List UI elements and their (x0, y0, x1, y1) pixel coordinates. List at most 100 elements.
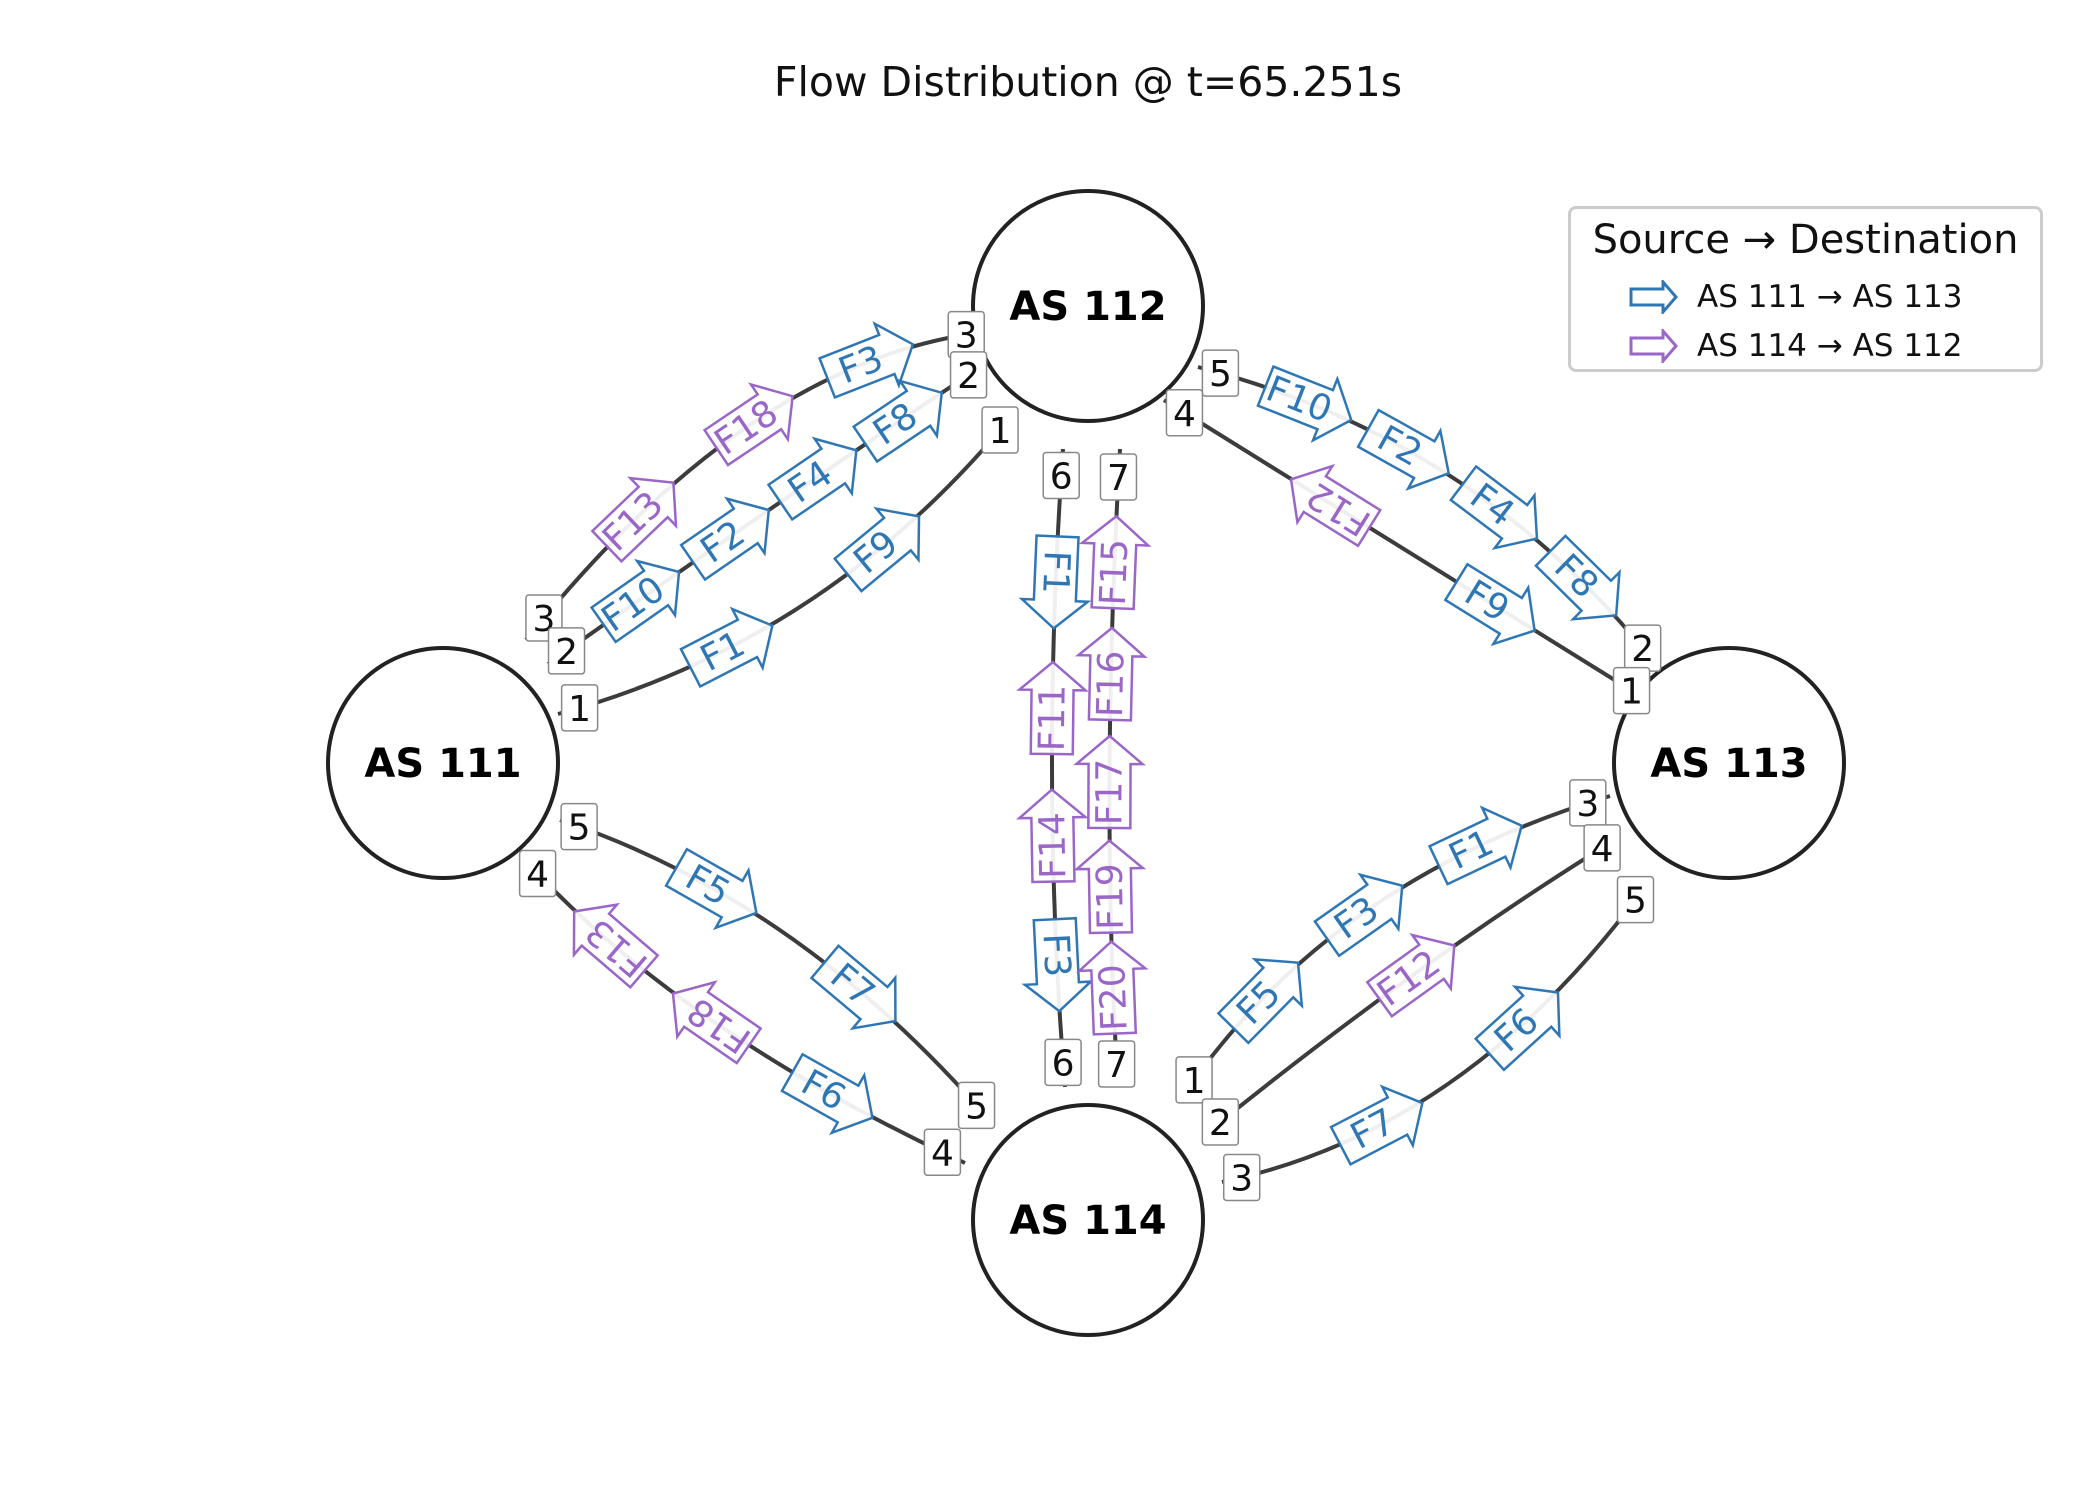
flow-arrow: F9 (1443, 562, 1536, 647)
legend-label: AS 114 → AS 112 (1697, 328, 1963, 364)
port-box (1175, 1056, 1213, 1104)
flow-label: F20 (1092, 964, 1136, 1032)
flow-arrow-shape (1074, 626, 1148, 722)
flow-arrow: F19 (1073, 838, 1147, 935)
port-box (1165, 389, 1204, 437)
link-line (1197, 365, 1659, 668)
port-number: 1 (1620, 672, 1643, 713)
port-number: 1 (568, 689, 591, 730)
port-label: 4 (923, 1128, 962, 1177)
port-box (560, 802, 598, 851)
port-label: 1 (1612, 666, 1651, 715)
flow-arrow-shape (1216, 957, 1304, 1045)
flow-arrow-shape (851, 378, 944, 464)
flow-arrow: F10 (1256, 364, 1353, 444)
flow-arrow-shape (1256, 364, 1353, 444)
port-box (518, 849, 557, 898)
port-label: 3 (947, 310, 985, 359)
flow-arrow-shape (1076, 939, 1149, 1036)
flow-arrow: F12 (1289, 463, 1382, 548)
flow-arrow-shape (809, 944, 897, 1031)
port-label: 6 (1044, 1038, 1082, 1087)
link-line (1162, 398, 1652, 704)
link-line (524, 330, 986, 642)
flow-arrow-shape (1078, 514, 1152, 611)
flow-arrow-shape (1015, 787, 1089, 884)
port-box (1042, 451, 1080, 500)
node-circle (326, 646, 560, 880)
port-label: 2 (949, 351, 988, 399)
flow-arrow-shape (1356, 408, 1451, 491)
legend-entry-as114-as112: AS 114 → AS 112 (1629, 326, 1963, 366)
legend-entry-as111-as113: AS 111 → AS 113 (1629, 277, 1963, 317)
flow-label: F1 (1034, 550, 1077, 595)
flow-label: F10 (1261, 369, 1338, 432)
port-number: 2 (1631, 629, 1654, 670)
flows-layer: F13F18F3F10F2F4F8F1F9F10F2F4F8F12F9F1F11… (572, 321, 1621, 1166)
port-number: 5 (1209, 354, 1232, 395)
flow-arrow: F16 (1074, 626, 1148, 722)
port-label: 7 (1097, 1040, 1136, 1088)
port-label: 1 (1175, 1056, 1213, 1104)
flow-arrow-shape (679, 606, 774, 689)
node-circle (971, 1103, 1205, 1337)
port-number: 4 (1591, 829, 1614, 870)
flow-arrow-shape (1473, 985, 1561, 1072)
port-box (923, 1128, 962, 1177)
flow-arrow-shape (1443, 562, 1536, 647)
flow-arrow: F13 (590, 476, 678, 564)
flow-arrow-shape (766, 436, 858, 522)
flow-arrow-shape (1365, 932, 1456, 1018)
flow-arrow: F20 (1076, 939, 1149, 1036)
flow-arrow: F1 (1018, 534, 1092, 630)
flow-arrow: F15 (1078, 514, 1152, 611)
flow-arrow-shape (1313, 872, 1404, 958)
port-number: 6 (1052, 1043, 1075, 1084)
port-label: 5 (1201, 349, 1240, 397)
port-box (957, 1081, 996, 1130)
port-number: 6 (1050, 456, 1073, 497)
port-label: 1 (981, 406, 1019, 454)
purple-arrow-icon (1629, 329, 1678, 363)
node-circle (971, 189, 1205, 423)
port-box (1099, 453, 1138, 501)
port-box (981, 406, 1019, 454)
port-number: 3 (955, 316, 978, 357)
port-box (1201, 349, 1240, 397)
flow-arrow-shape (664, 847, 758, 931)
flow-arrow-shape (780, 1052, 874, 1136)
node-circle (1612, 646, 1846, 880)
port-label: 2 (1623, 624, 1662, 672)
port-number: 2 (1209, 1103, 1232, 1144)
flow-arrow-shape (702, 382, 795, 467)
node-label: AS 113 (1650, 741, 1807, 787)
node-as114: AS 114 (971, 1103, 1205, 1337)
port-number: 3 (1230, 1159, 1253, 1200)
port-label: 5 (560, 802, 598, 851)
node-as113: AS 113 (1612, 646, 1846, 880)
nodes-layer: AS 111 AS 112 AS 113 AS 114 (326, 189, 1846, 1337)
port-number: 7 (1107, 458, 1130, 499)
port-label: 3 (1222, 1153, 1261, 1202)
port-number: 1 (989, 411, 1012, 452)
port-box (1583, 824, 1621, 872)
flow-label: F3 (1034, 932, 1077, 978)
flow-arrow: F2 (1356, 408, 1451, 491)
port-number: 1 (1183, 1061, 1206, 1102)
port-box (1222, 1153, 1261, 1202)
legend: Source → Destination AS 111 → AS 113 AS … (1568, 206, 2043, 372)
port-label: 7 (1099, 453, 1138, 501)
port-number: 2 (957, 356, 980, 397)
port-box (1044, 1038, 1082, 1087)
flow-arrow: F4 (766, 436, 858, 522)
flow-arrow-shape (1016, 660, 1089, 756)
flow-arrow-shape (572, 902, 660, 990)
diagram-title: Flow Distribution @ t=65.251s (773, 58, 1403, 106)
port-box (547, 627, 586, 675)
port-label: 4 (1165, 389, 1204, 437)
node-as111: AS 111 (326, 646, 560, 880)
node-label: AS 114 (1009, 1198, 1166, 1244)
port-number: 5 (568, 808, 591, 849)
